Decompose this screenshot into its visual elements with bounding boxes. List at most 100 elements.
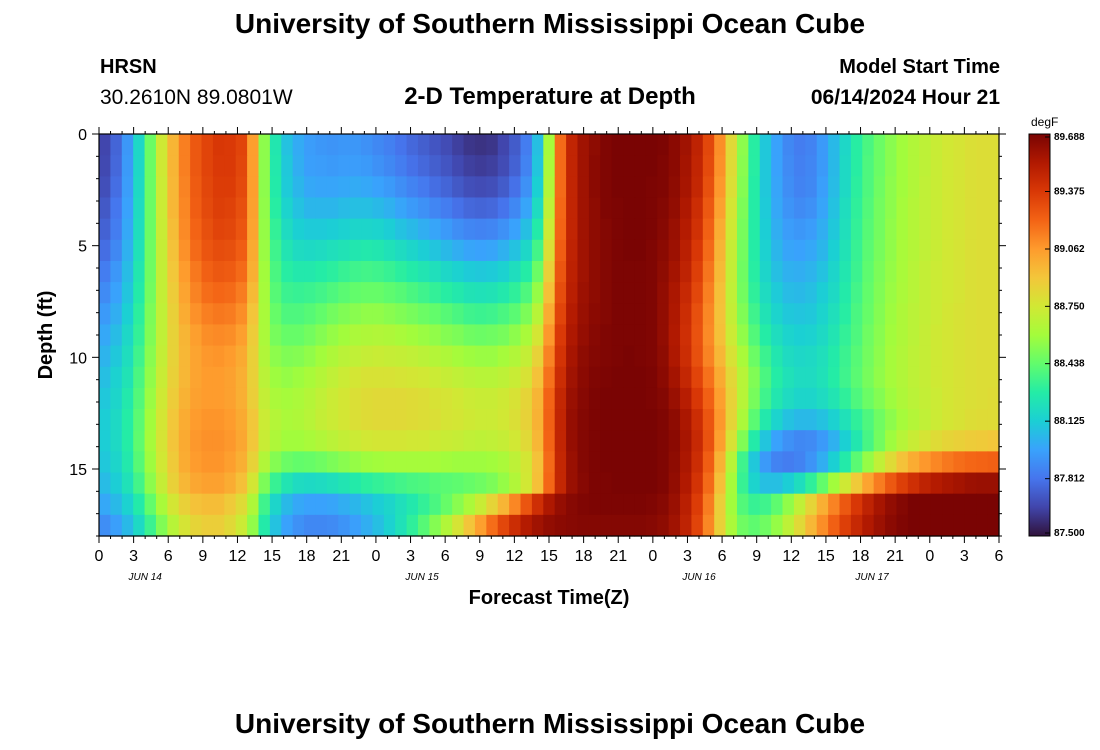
heatmap-cell [680, 409, 692, 431]
heatmap-cell [759, 218, 772, 241]
heatmap-cell [680, 472, 692, 495]
heatmap-cell [326, 282, 339, 304]
heatmap-cell [258, 409, 271, 431]
heatmap-cell [691, 239, 704, 262]
heatmap-cell [121, 430, 134, 452]
heatmap-cell [645, 324, 658, 347]
heatmap-cell [144, 387, 157, 410]
heatmap-cell [315, 176, 328, 199]
heatmap-cell [372, 451, 385, 474]
heatmap-cell [668, 155, 681, 177]
heatmap-cell [919, 387, 932, 410]
heatmap-cell [486, 218, 499, 241]
heatmap-cell [452, 176, 465, 199]
heatmap-cell [987, 239, 1000, 262]
heatmap-cell [907, 409, 920, 431]
heatmap-cell [417, 282, 430, 304]
heatmap-cell [292, 387, 305, 410]
heatmap-cell [680, 430, 692, 452]
heatmap-cell [964, 282, 977, 304]
heatmap-cell [588, 387, 601, 410]
heatmap-cell [668, 451, 681, 474]
heatmap-cell [338, 176, 351, 199]
heatmap-cell [361, 282, 374, 304]
heatmap-cell [281, 324, 294, 347]
heatmap-cell [623, 366, 636, 389]
heatmap-cell [452, 409, 465, 431]
heatmap-cell [953, 514, 966, 537]
heatmap-cell [680, 345, 692, 368]
heatmap-cell [155, 514, 168, 537]
heatmap-cell [361, 345, 374, 368]
heatmap-cell [463, 282, 476, 304]
heatmap-cell [930, 366, 943, 389]
heatmap-cell [417, 514, 430, 537]
heatmap-cell [383, 430, 396, 452]
heatmap-cell [964, 451, 977, 474]
heatmap-cell [896, 176, 909, 199]
heatmap-cell [383, 514, 396, 537]
heatmap-cell [99, 176, 111, 199]
heatmap-cell [395, 430, 408, 452]
heatmap-cell [759, 282, 772, 304]
heatmap-cell [349, 430, 362, 452]
heatmap-cell [645, 134, 658, 156]
heatmap-cell [110, 451, 123, 474]
heatmap-cell [361, 239, 374, 262]
heatmap-cell [531, 514, 544, 537]
heatmap-cell [292, 493, 305, 516]
heatmap-cell [645, 303, 658, 326]
heatmap-cell [942, 176, 955, 199]
heatmap-cell [873, 324, 886, 347]
heatmap-cell [440, 282, 453, 304]
heatmap-cell [361, 451, 374, 474]
model-start-value: 06/14/2024 Hour 21 [810, 86, 1000, 109]
heatmap-cell [349, 239, 362, 262]
heatmap-cell [725, 303, 738, 326]
heatmap-cell [805, 303, 818, 326]
heatmap-cell [554, 218, 567, 241]
heatmap-cell [976, 493, 989, 516]
heatmap-cell [167, 239, 180, 262]
heatmap-cell [554, 387, 567, 410]
heatmap-cell [566, 345, 579, 368]
heatmap-cell [873, 197, 886, 220]
heatmap-cell [976, 239, 989, 262]
heatmap-cell [964, 155, 977, 177]
heatmap-cell [816, 387, 829, 410]
heatmap-cell [110, 387, 123, 410]
heatmap-cell [828, 324, 841, 347]
heatmap-cell [850, 409, 863, 431]
heatmap-cell [338, 345, 351, 368]
heatmap-cell [338, 218, 351, 241]
heatmap-cell [99, 430, 111, 452]
heatmap-cell [725, 472, 738, 495]
heatmap-cell [349, 218, 362, 241]
heatmap-cell [178, 472, 191, 495]
heatmap-cell [543, 387, 556, 410]
heatmap-cell [873, 155, 886, 177]
heatmap-cell [235, 472, 248, 495]
heatmap-cell [349, 134, 362, 156]
heatmap-cell [497, 176, 510, 199]
heatmap-cell [600, 493, 613, 516]
heatmap-cell [657, 176, 670, 199]
heatmap-cell [326, 366, 339, 389]
heatmap-cell [987, 409, 1000, 431]
heatmap-cell [520, 282, 533, 304]
heatmap-cell [383, 345, 396, 368]
heatmap-cell [304, 134, 317, 156]
heatmap-cell [509, 303, 522, 326]
heatmap-cell [885, 239, 898, 262]
y-tick-label: 10 [69, 350, 87, 367]
heatmap-cell [885, 176, 898, 199]
heatmap-cell [463, 155, 476, 177]
heatmap-cell [816, 282, 829, 304]
heatmap-cell [577, 472, 590, 495]
heatmap-cell [349, 387, 362, 410]
heatmap-cell [953, 387, 966, 410]
heatmap-cell [748, 239, 761, 262]
heatmap-cell [862, 430, 875, 452]
heatmap-cell [326, 409, 339, 431]
heatmap-cell [702, 282, 715, 304]
